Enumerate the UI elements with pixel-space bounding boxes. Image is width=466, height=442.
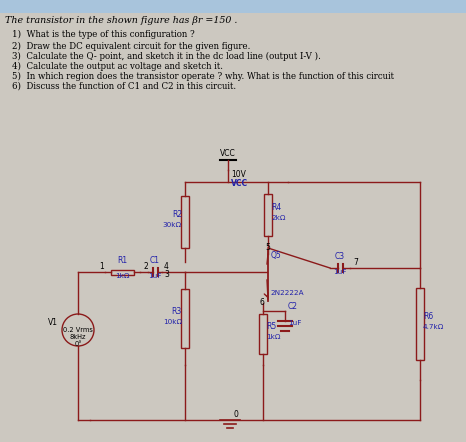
- Text: R6: R6: [423, 312, 433, 321]
- Text: R4: R4: [271, 203, 281, 212]
- Text: 1uF: 1uF: [288, 320, 302, 326]
- Text: 10kΩ: 10kΩ: [163, 319, 182, 324]
- Text: 3: 3: [164, 270, 169, 279]
- Bar: [264, 194, 272, 236]
- Text: VCC: VCC: [220, 149, 236, 158]
- Text: 1uF: 1uF: [148, 273, 162, 279]
- Bar: [111, 270, 134, 274]
- Text: 1kΩ: 1kΩ: [266, 334, 281, 340]
- Text: C2: C2: [288, 302, 298, 311]
- Text: R1: R1: [117, 256, 128, 265]
- Text: 0°: 0°: [74, 341, 82, 347]
- Text: 1kΩ: 1kΩ: [115, 273, 130, 279]
- Text: The transistor in the shown figure has βr =150 .: The transistor in the shown figure has β…: [5, 16, 237, 25]
- Text: 30kΩ: 30kΩ: [163, 222, 182, 228]
- Text: 4)  Calculate the output ac voltage and sketch it.: 4) Calculate the output ac voltage and s…: [12, 62, 223, 71]
- Text: 6)  Discuss the function of C1 and C2 in this circuit.: 6) Discuss the function of C1 and C2 in …: [12, 82, 236, 91]
- Text: 3)  Calculate the Q- point, and sketch it in the dc load line (output I-V ).: 3) Calculate the Q- point, and sketch it…: [12, 52, 321, 61]
- Text: 4: 4: [164, 262, 169, 271]
- Text: 0: 0: [233, 410, 238, 419]
- Text: R2: R2: [172, 210, 182, 219]
- Text: 2)  Draw the DC equivalent circuit for the given figure.: 2) Draw the DC equivalent circuit for th…: [12, 42, 250, 51]
- Text: 2N2222A: 2N2222A: [270, 290, 304, 296]
- Text: 1)  What is the type of this configuration ?: 1) What is the type of this configuratio…: [12, 30, 195, 39]
- FancyBboxPatch shape: [0, 0, 466, 13]
- Text: Q5: Q5: [271, 251, 282, 260]
- Bar: [259, 314, 267, 354]
- Text: 1uF: 1uF: [333, 269, 347, 275]
- Text: 4.7kΩ: 4.7kΩ: [423, 324, 445, 330]
- Text: 10V: 10V: [231, 170, 246, 179]
- Text: 2: 2: [143, 262, 148, 271]
- Text: 5)  In which region does the transistor operate ? why. What is the function of t: 5) In which region does the transistor o…: [12, 72, 394, 81]
- Bar: [181, 289, 189, 348]
- Text: 7: 7: [353, 258, 358, 267]
- Text: 6: 6: [260, 298, 265, 307]
- Text: V1: V1: [48, 318, 58, 327]
- Text: C3: C3: [335, 252, 345, 261]
- Text: 1: 1: [99, 262, 104, 271]
- Text: 0.2 Vrms: 0.2 Vrms: [63, 327, 93, 333]
- Text: C1: C1: [150, 256, 160, 265]
- Bar: [416, 288, 424, 360]
- Text: R3: R3: [172, 306, 182, 316]
- Text: 2kΩ: 2kΩ: [271, 215, 286, 221]
- Text: 8kHz: 8kHz: [70, 334, 86, 340]
- Text: 5: 5: [265, 243, 270, 252]
- Text: VCC: VCC: [231, 179, 248, 188]
- Text: R5: R5: [266, 322, 276, 331]
- Bar: [181, 196, 189, 248]
